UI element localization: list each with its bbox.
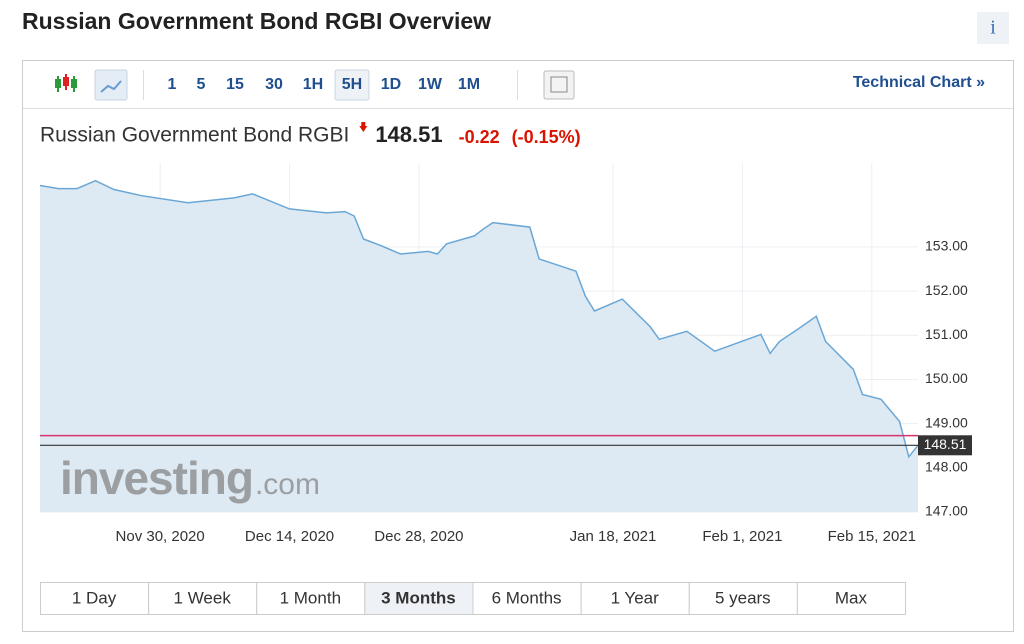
table-icon[interactable] <box>543 70 575 100</box>
interval-button[interactable]: 5 <box>197 76 206 93</box>
range-label[interactable]: 1 Day <box>72 588 117 607</box>
candle-icon[interactable] <box>55 74 77 92</box>
quote-change-percent: (-0.15%) <box>512 127 581 147</box>
watermark-brand: investing <box>60 452 253 504</box>
down-arrow-stem <box>361 122 366 127</box>
y-tick-label: 151.00 <box>925 326 968 342</box>
x-tick-label: Dec 28, 2020 <box>374 528 463 545</box>
y-tick-label: 147.00 <box>925 503 968 519</box>
range-button[interactable] <box>796 582 906 615</box>
info-icon[interactable]: i <box>990 17 996 39</box>
y-tick-label: 150.00 <box>925 370 968 386</box>
info-button[interactable] <box>977 12 1009 44</box>
price-line <box>39 179 919 459</box>
quote-price: 148.51 <box>375 122 442 147</box>
line-icon-glyph <box>100 80 122 93</box>
interval-button[interactable]: 1 <box>168 76 177 93</box>
range-label[interactable]: 1 Year <box>611 588 660 607</box>
interval-selected[interactable] <box>334 69 370 101</box>
x-tick-label: Feb 1, 2021 <box>702 528 782 545</box>
page-title: Russian Government Bond RGBI Overview <box>22 8 491 34</box>
range-label[interactable]: 6 Months <box>492 588 562 607</box>
interval-button[interactable]: 5H <box>342 76 362 93</box>
y-tick-label: 148.00 <box>925 459 968 475</box>
area-fill <box>40 180 918 512</box>
range-button[interactable] <box>472 582 582 615</box>
x-tick-label: Dec 14, 2020 <box>245 528 334 545</box>
interval-button[interactable]: 1M <box>458 76 480 93</box>
interval-button[interactable]: 1H <box>303 76 323 93</box>
interval-button[interactable]: 30 <box>265 76 283 93</box>
x-tick-label: Nov 30, 2020 <box>116 528 205 545</box>
range-label[interactable]: 1 Month <box>280 588 341 607</box>
watermark-suffix: .com <box>255 468 320 501</box>
y-tick-label: 152.00 <box>925 282 968 298</box>
range-label[interactable]: 3 Months <box>381 588 456 607</box>
range-label[interactable]: 1 Week <box>174 588 232 607</box>
last-price-label: 148.51 <box>924 436 967 452</box>
quote-change: -0.22 <box>459 127 500 147</box>
technical-chart-link[interactable]: Technical Chart » <box>853 74 985 91</box>
range-label[interactable]: 5 years <box>715 588 771 607</box>
interval-button[interactable]: 15 <box>226 76 244 93</box>
y-tick-label: 149.00 <box>925 414 968 430</box>
line-icon[interactable] <box>94 69 128 101</box>
x-tick-label: Feb 15, 2021 <box>828 528 916 545</box>
range-button[interactable] <box>256 582 366 615</box>
interval-button[interactable]: 1D <box>381 76 401 93</box>
range-button[interactable] <box>580 582 690 615</box>
range-button[interactable] <box>40 582 150 615</box>
range-button[interactable] <box>688 582 798 615</box>
quote-name: Russian Government Bond RGBI <box>40 124 349 147</box>
x-tick-label: Jan 18, 2021 <box>570 528 657 545</box>
range-label[interactable]: Max <box>835 588 868 607</box>
down-arrow <box>359 126 368 132</box>
table-icon-glyph <box>550 76 568 93</box>
y-tick-label: 153.00 <box>925 238 968 254</box>
last-price-tag <box>918 435 972 456</box>
interval-button[interactable]: 1W <box>418 76 443 93</box>
